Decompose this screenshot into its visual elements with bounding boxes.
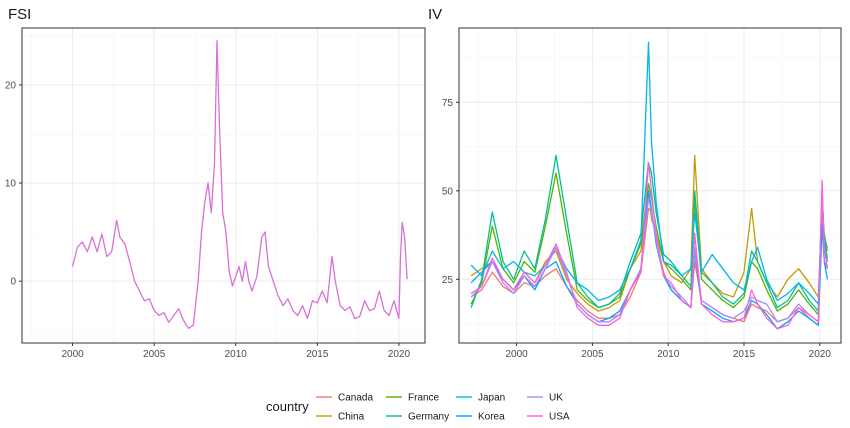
x-tick-label: 2000 xyxy=(505,349,528,360)
y-tick-label: 50 xyxy=(442,186,454,197)
x-tick-label: 2005 xyxy=(581,349,604,360)
fsi-series xyxy=(71,40,408,329)
series-line-usa xyxy=(470,161,828,330)
x-tick-label: 2010 xyxy=(657,349,680,360)
legend-label-canada: Canada xyxy=(338,393,373,404)
x-tick-label: 2015 xyxy=(306,349,329,360)
fsi-x-axis: 2000 2005 2010 2015 2020 xyxy=(61,343,410,360)
legend-label-france: France xyxy=(408,393,440,404)
x-tick-label: 2020 xyxy=(388,349,411,360)
iv-panel: IV 2000 2005 2010 2015 2020 25 50 75 xyxy=(428,6,842,360)
x-tick-label: 2020 xyxy=(809,349,832,360)
series-line-japan xyxy=(470,41,828,305)
legend-items: Canada China France Germany Japan Korea UK USA xyxy=(316,393,570,423)
legend: country Canada China France Germany Japan Kor… xyxy=(266,393,570,423)
iv-series xyxy=(470,41,829,330)
legend-label-usa: USA xyxy=(549,412,570,423)
legend-label-korea: Korea xyxy=(478,412,505,423)
legend-label-uk: UK xyxy=(549,393,563,404)
legend-label-germany: Germany xyxy=(408,412,449,423)
fsi-panel-border xyxy=(21,27,426,344)
series-line-germany xyxy=(470,154,829,312)
series-line xyxy=(71,40,408,329)
fsi-title: FSI xyxy=(8,6,31,23)
iv-panel-border xyxy=(458,27,842,344)
legend-label-china: China xyxy=(338,412,365,423)
x-tick-label: 2000 xyxy=(61,349,84,360)
legend-label-japan: Japan xyxy=(478,393,505,404)
y-tick-label: 0 xyxy=(10,277,16,288)
y-tick-label: 10 xyxy=(5,179,17,190)
x-tick-label: 2005 xyxy=(143,349,166,360)
y-tick-label: 20 xyxy=(5,80,17,91)
fsi-grid xyxy=(22,28,425,343)
x-tick-label: 2015 xyxy=(733,349,756,360)
y-tick-label: 25 xyxy=(442,275,454,286)
iv-grid xyxy=(459,28,841,343)
fsi-plot-area xyxy=(21,27,426,344)
legend-title: country xyxy=(266,399,309,414)
y-tick-label: 75 xyxy=(442,98,454,109)
iv-title: IV xyxy=(428,6,442,23)
fsi-panel: FSI 2000 2005 2010 2015 2020 0 10 20 xyxy=(5,6,426,360)
x-tick-label: 2010 xyxy=(225,349,248,360)
